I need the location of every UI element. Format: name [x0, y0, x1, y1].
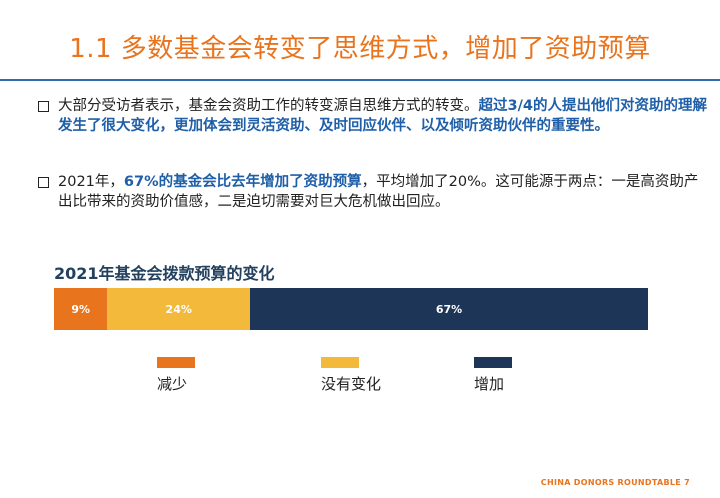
bullet-2-plain-before: 2021年，	[58, 174, 124, 190]
segment-decrease: 9%	[54, 288, 108, 330]
legend-label: 没有变化	[321, 375, 382, 393]
legend-swatch	[157, 357, 195, 368]
bullet-box-icon	[38, 101, 49, 112]
segment-no-change: 24%	[107, 288, 250, 330]
bullet-2: 2021年，67%的基金会比去年增加了资助预算，平均增加了20%。这可能源于两点…	[38, 172, 708, 212]
bullet-1-plain: 大部分受访者表示，基金会资助工作的转变源自思维方式的转变。	[58, 98, 479, 114]
segment-no-change-label: 24%	[165, 302, 192, 316]
segment-decrease-label: 9%	[71, 302, 91, 316]
bullet-box-icon	[38, 177, 49, 188]
bullet-1-highlight: 超过3/4的人提出他们对资助的理解发生了很大变化，更加体会到灵活资助、及时回应伙…	[58, 98, 707, 134]
bullet-2-plain-after: ，平均增加了20%。这可能源于两点：一是高资助产出比带来的资助价值感，二是迫切需…	[58, 174, 699, 210]
legend-label: 增加	[474, 375, 505, 393]
title-divider	[0, 79, 720, 81]
segment-increase-label: 67%	[435, 302, 463, 316]
bullet-2-text: 2021年，67%的基金会比去年增加了资助预算，平均增加了20%。这可能源于两点…	[58, 172, 708, 212]
legend-label: 减少	[157, 375, 188, 393]
bullet-2-highlight: 67%的基金会比去年增加了资助预算	[123, 174, 362, 190]
page-title: 1.1 多数基金会转变了思维方式，增加了资助预算	[69, 34, 651, 64]
stacked-bar-chart: 9% 24% 67%	[54, 288, 648, 330]
bullet-1: 大部分受访者表示，基金会资助工作的转变源自思维方式的转变。超过3/4的人提出他们…	[38, 96, 708, 136]
legend-swatch	[474, 357, 512, 368]
footer-brand: CHINA DONORS ROUNDTABLE 7	[540, 478, 690, 487]
segment-increase: 67%	[250, 288, 648, 330]
bullet-1-text: 大部分受访者表示，基金会资助工作的转变源自思维方式的转变。超过3/4的人提出他们…	[58, 96, 708, 136]
chart-title: 2021年基金会拨款预算的变化	[54, 264, 275, 283]
legend-swatch	[321, 357, 359, 368]
